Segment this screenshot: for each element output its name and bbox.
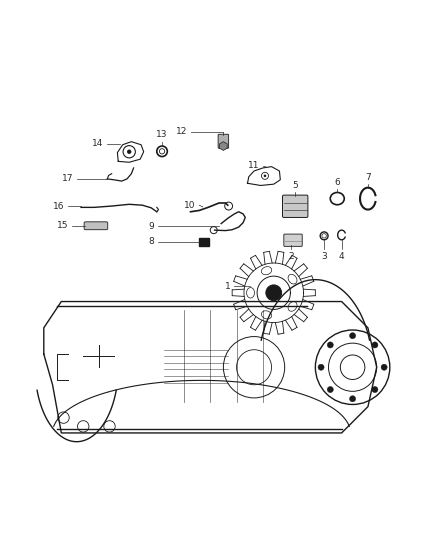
- Circle shape: [350, 333, 356, 339]
- Text: 15: 15: [57, 221, 69, 230]
- Circle shape: [127, 150, 131, 154]
- Text: 2: 2: [289, 252, 294, 261]
- Bar: [199, 238, 209, 246]
- FancyBboxPatch shape: [284, 234, 302, 246]
- Text: 8: 8: [148, 238, 154, 246]
- Circle shape: [372, 342, 378, 348]
- Circle shape: [264, 174, 266, 177]
- Text: 5: 5: [292, 181, 298, 190]
- Text: 13: 13: [156, 131, 168, 140]
- Circle shape: [266, 285, 282, 301]
- Text: 12: 12: [176, 127, 187, 136]
- Text: 14: 14: [92, 139, 104, 148]
- Circle shape: [327, 342, 333, 348]
- Text: 6: 6: [334, 178, 340, 187]
- Text: 7: 7: [365, 173, 371, 182]
- Text: 16: 16: [53, 201, 64, 211]
- FancyBboxPatch shape: [84, 222, 108, 230]
- Circle shape: [318, 364, 324, 370]
- Circle shape: [381, 364, 387, 370]
- Circle shape: [350, 395, 356, 402]
- Text: 17: 17: [62, 174, 73, 183]
- Text: 9: 9: [148, 222, 154, 231]
- Text: 4: 4: [339, 252, 344, 261]
- Text: 10: 10: [184, 201, 196, 209]
- Text: 1: 1: [225, 282, 231, 290]
- Circle shape: [372, 386, 378, 393]
- Circle shape: [327, 386, 333, 393]
- Text: 3: 3: [321, 252, 327, 261]
- FancyBboxPatch shape: [283, 195, 308, 217]
- Text: 11: 11: [248, 161, 259, 170]
- FancyBboxPatch shape: [218, 134, 229, 148]
